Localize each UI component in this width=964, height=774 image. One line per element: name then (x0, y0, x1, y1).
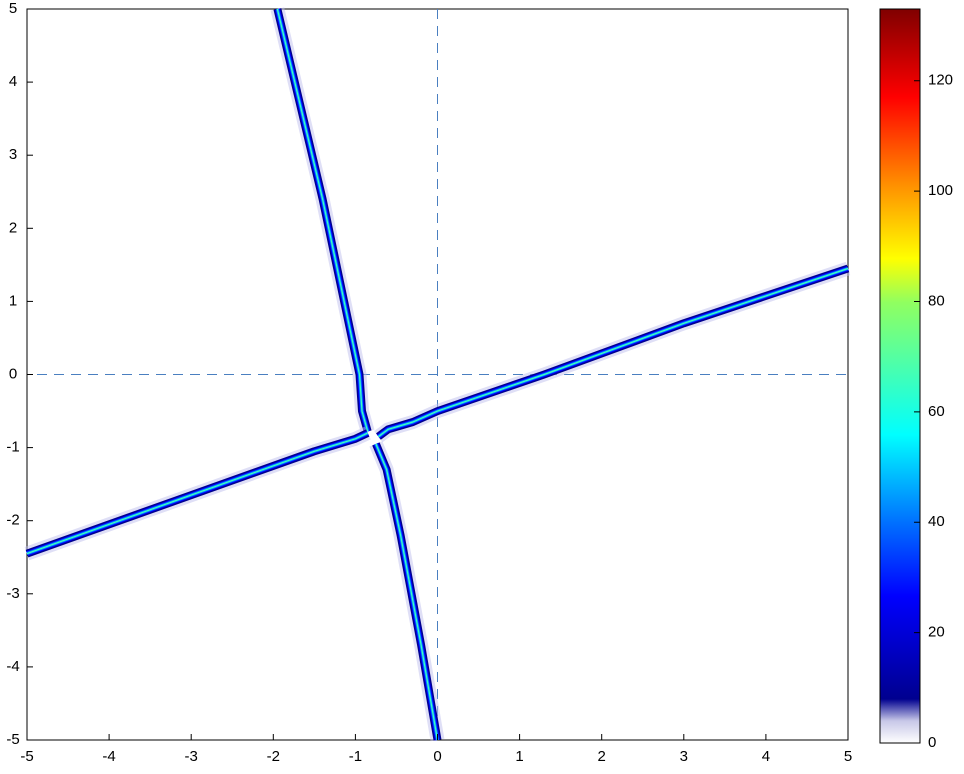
x-tick-label: 0 (433, 748, 441, 765)
ridge (378, 267, 849, 438)
y-tick-label: 3 (9, 146, 17, 163)
y-tick-label: 0 (9, 365, 17, 382)
x-tick-label: -4 (102, 748, 115, 765)
ridge (26, 432, 368, 555)
y-tick-label: 1 (9, 292, 17, 309)
colorbar-tick-label: 40 (928, 513, 945, 530)
colorbar-tick-label: 120 (928, 72, 953, 89)
colorbar-tick-label: 100 (928, 182, 953, 199)
colorbar-tick-label: 20 (928, 624, 945, 641)
colorbar-tick-label: 80 (928, 292, 945, 309)
y-tick-label: -3 (6, 585, 19, 602)
x-tick-label: 5 (844, 748, 852, 765)
x-tick-label: -2 (267, 748, 280, 765)
ridge (276, 8, 369, 432)
colorbar-tick-label: 60 (928, 403, 945, 420)
x-tick-label: -3 (185, 748, 198, 765)
x-tick-label: 4 (762, 748, 770, 765)
colorbar (879, 8, 921, 744)
y-tick-label: 5 (9, 0, 17, 17)
colorbar-tick-label: 0 (928, 734, 936, 751)
x-tick-label: 2 (598, 748, 606, 765)
ridge (375, 443, 439, 741)
x-tick-label: -1 (349, 748, 362, 765)
x-tick-label: 1 (515, 748, 523, 765)
y-tick-label: -5 (6, 731, 19, 748)
y-tick-label: 2 (9, 219, 17, 236)
y-tick-label: -1 (6, 439, 19, 456)
x-tick-label: 3 (680, 748, 688, 765)
y-tick-label: -4 (6, 658, 19, 675)
y-tick-label: -2 (6, 512, 19, 529)
x-tick-label: -5 (20, 748, 33, 765)
y-tick-label: 4 (9, 73, 17, 90)
